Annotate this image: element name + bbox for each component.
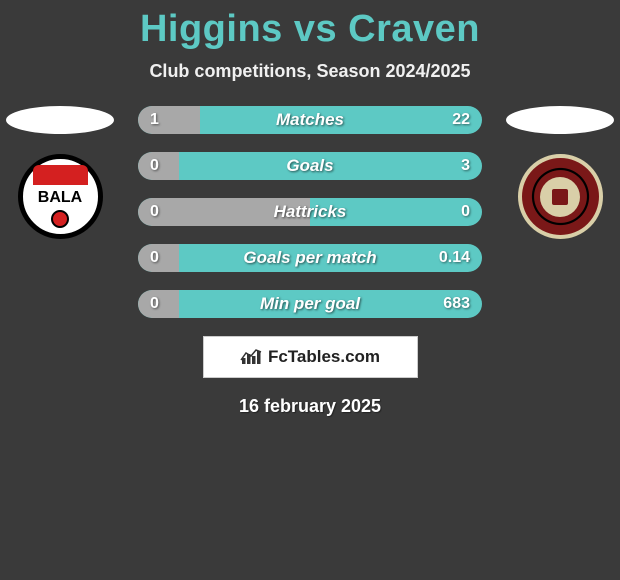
date-label: 16 february 2025	[0, 396, 620, 417]
stat-bars: 1Matches220Goals30Hattricks00Goals per m…	[138, 106, 482, 318]
stat-label: Goals	[138, 156, 482, 176]
brand-label: FcTables.com	[268, 347, 380, 367]
club-badge-left	[10, 154, 110, 254]
stat-label: Matches	[138, 110, 482, 130]
stat-bar: 1Matches22	[138, 106, 482, 134]
chart-icon	[240, 348, 262, 366]
stat-right-value: 0.14	[439, 249, 470, 267]
stat-right-value: 0	[461, 203, 470, 221]
stat-label: Goals per match	[138, 248, 482, 268]
brand-box: FcTables.com	[203, 336, 418, 378]
stat-label: Hattricks	[138, 202, 482, 222]
stat-right-value: 683	[443, 295, 470, 313]
stat-label: Min per goal	[138, 294, 482, 314]
club-badge-right	[510, 154, 610, 254]
stat-bar: 0Hattricks0	[138, 198, 482, 226]
player-photo-right	[506, 106, 614, 134]
comparison-panel: 1Matches220Goals30Hattricks00Goals per m…	[0, 106, 620, 417]
stat-right-value: 3	[461, 157, 470, 175]
stat-bar: 0Goals3	[138, 152, 482, 180]
ball-icon	[51, 210, 69, 228]
page-title: Higgins vs Craven	[0, 0, 620, 51]
bala-badge-icon	[18, 154, 103, 239]
stat-right-value: 22	[452, 111, 470, 129]
stat-bar: 0Goals per match0.14	[138, 244, 482, 272]
met-badge-icon	[518, 154, 603, 239]
stat-bar: 0Min per goal683	[138, 290, 482, 318]
subtitle: Club competitions, Season 2024/2025	[0, 61, 620, 82]
player-photo-left	[6, 106, 114, 134]
